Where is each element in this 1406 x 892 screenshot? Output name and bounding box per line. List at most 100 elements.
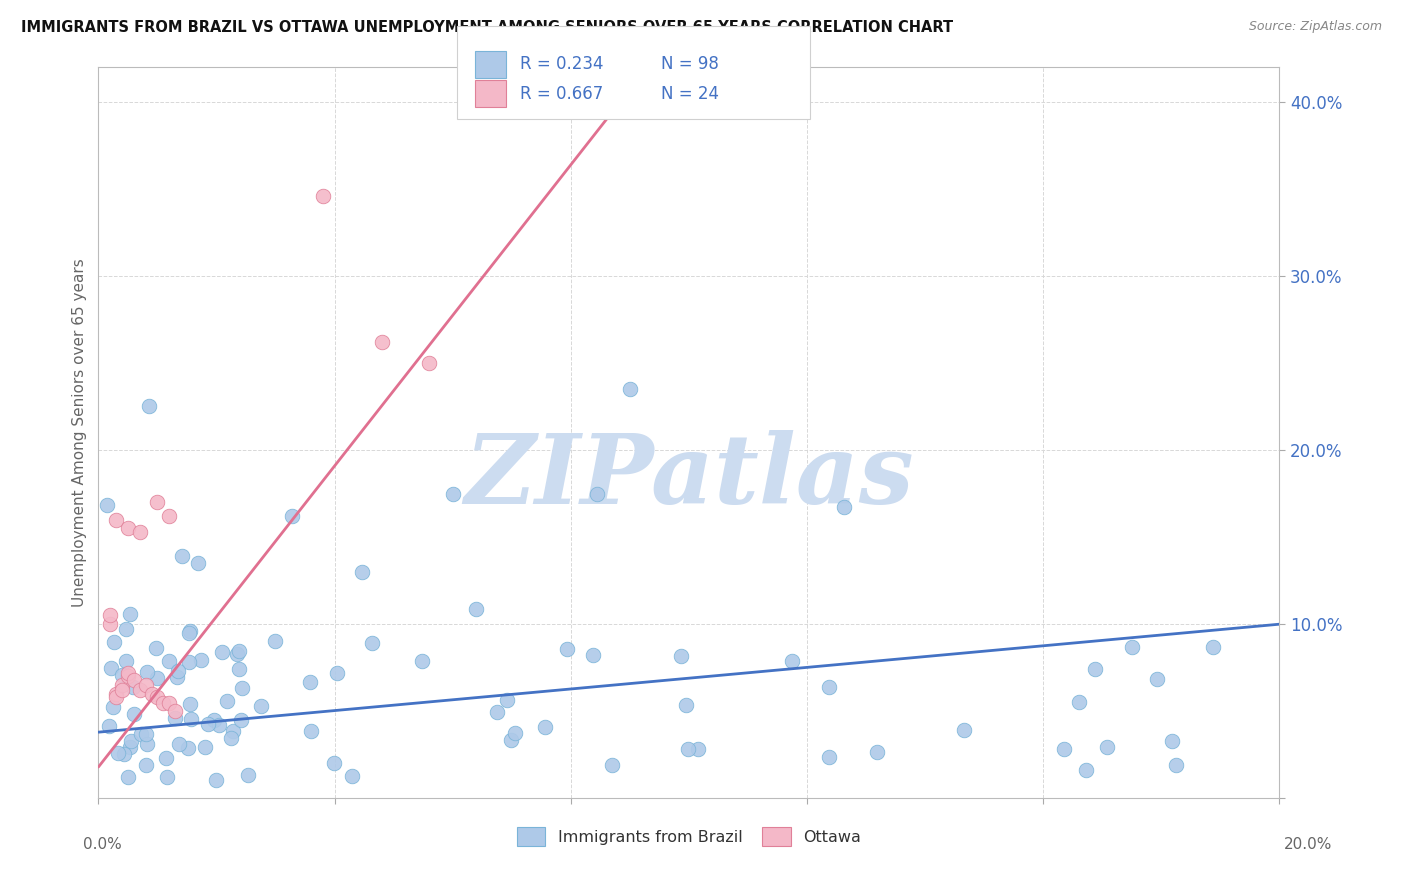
Point [555, 641, 578, 656]
Point [100, 661, 122, 675]
Point [177, 626, 200, 640]
Point [146, 690, 169, 705]
Point [1164, 758, 1187, 772]
Point [105, 690, 128, 705]
Point [619, 382, 641, 396]
Point [686, 741, 709, 756]
Point [281, 508, 304, 523]
Point [832, 500, 855, 515]
Point [115, 622, 138, 636]
Point [120, 740, 142, 755]
Point [111, 683, 134, 698]
Point [441, 486, 464, 500]
Point [499, 732, 522, 747]
Point [1084, 662, 1107, 676]
Point [136, 737, 159, 751]
Point [187, 556, 209, 570]
Point [1053, 741, 1076, 756]
Point [217, 694, 239, 708]
Point [177, 741, 200, 756]
Point [495, 693, 517, 707]
Text: R = 0.667: R = 0.667 [520, 85, 603, 103]
Point [371, 334, 394, 349]
Point [669, 648, 692, 663]
Point [211, 645, 233, 659]
Point [107, 747, 129, 761]
Point [676, 742, 699, 756]
Y-axis label: Unemployment Among Seniors over 65 years: Unemployment Among Seniors over 65 years [72, 259, 87, 607]
Point [534, 720, 557, 734]
Point [194, 740, 217, 755]
Point [152, 696, 174, 710]
Point [101, 700, 124, 714]
Point [111, 668, 134, 682]
Point [866, 746, 889, 760]
Point [128, 524, 150, 539]
Point [98, 719, 121, 733]
Point [146, 495, 169, 509]
Point [141, 687, 163, 701]
Point [117, 770, 139, 784]
Point [138, 400, 160, 414]
Point [105, 513, 128, 527]
Point [600, 757, 623, 772]
Point [231, 714, 253, 728]
Point [167, 737, 190, 751]
Point [222, 724, 245, 739]
Point [236, 768, 259, 782]
Point [197, 717, 219, 731]
Point [1146, 672, 1168, 686]
Text: 20.0%: 20.0% [1284, 838, 1331, 852]
Text: Source: ZipAtlas.com: Source: ZipAtlas.com [1249, 20, 1382, 33]
Point [485, 705, 508, 719]
Point [228, 662, 250, 676]
Point [298, 675, 321, 690]
Point [122, 673, 145, 687]
Point [155, 751, 177, 765]
Point [103, 635, 125, 649]
Point [157, 509, 180, 524]
Point [112, 747, 135, 761]
Point [98, 608, 121, 623]
Point [120, 734, 142, 748]
Point [115, 654, 138, 668]
Point [179, 697, 201, 711]
Point [167, 664, 190, 678]
Point [249, 698, 271, 713]
Point [163, 711, 186, 725]
Point [124, 706, 146, 721]
Point [121, 680, 143, 694]
Point [340, 769, 363, 783]
Point [180, 712, 202, 726]
Point [166, 670, 188, 684]
Point [208, 717, 231, 731]
Point [582, 648, 605, 663]
Text: R = 0.234: R = 0.234 [520, 55, 603, 73]
Legend: Immigrants from Brazil, Ottawa: Immigrants from Brazil, Ottawa [510, 821, 868, 853]
Point [135, 757, 157, 772]
Point [219, 731, 242, 745]
Point [146, 671, 169, 685]
Point [202, 713, 225, 727]
Point [1121, 640, 1143, 654]
Point [1097, 739, 1119, 754]
Point [503, 726, 526, 740]
Point [231, 681, 253, 695]
Point [136, 665, 159, 679]
Point [350, 565, 373, 579]
Point [780, 654, 803, 668]
Point [170, 549, 193, 563]
Point [326, 666, 349, 681]
Point [464, 602, 486, 616]
Point [953, 723, 976, 737]
Point [157, 696, 180, 710]
Point [361, 636, 384, 650]
Point [818, 750, 841, 764]
Point [96, 498, 118, 512]
Text: N = 98: N = 98 [661, 55, 718, 73]
Point [675, 698, 697, 713]
Point [204, 772, 226, 787]
Point [117, 521, 139, 535]
Point [1067, 695, 1090, 709]
Point [165, 704, 187, 718]
